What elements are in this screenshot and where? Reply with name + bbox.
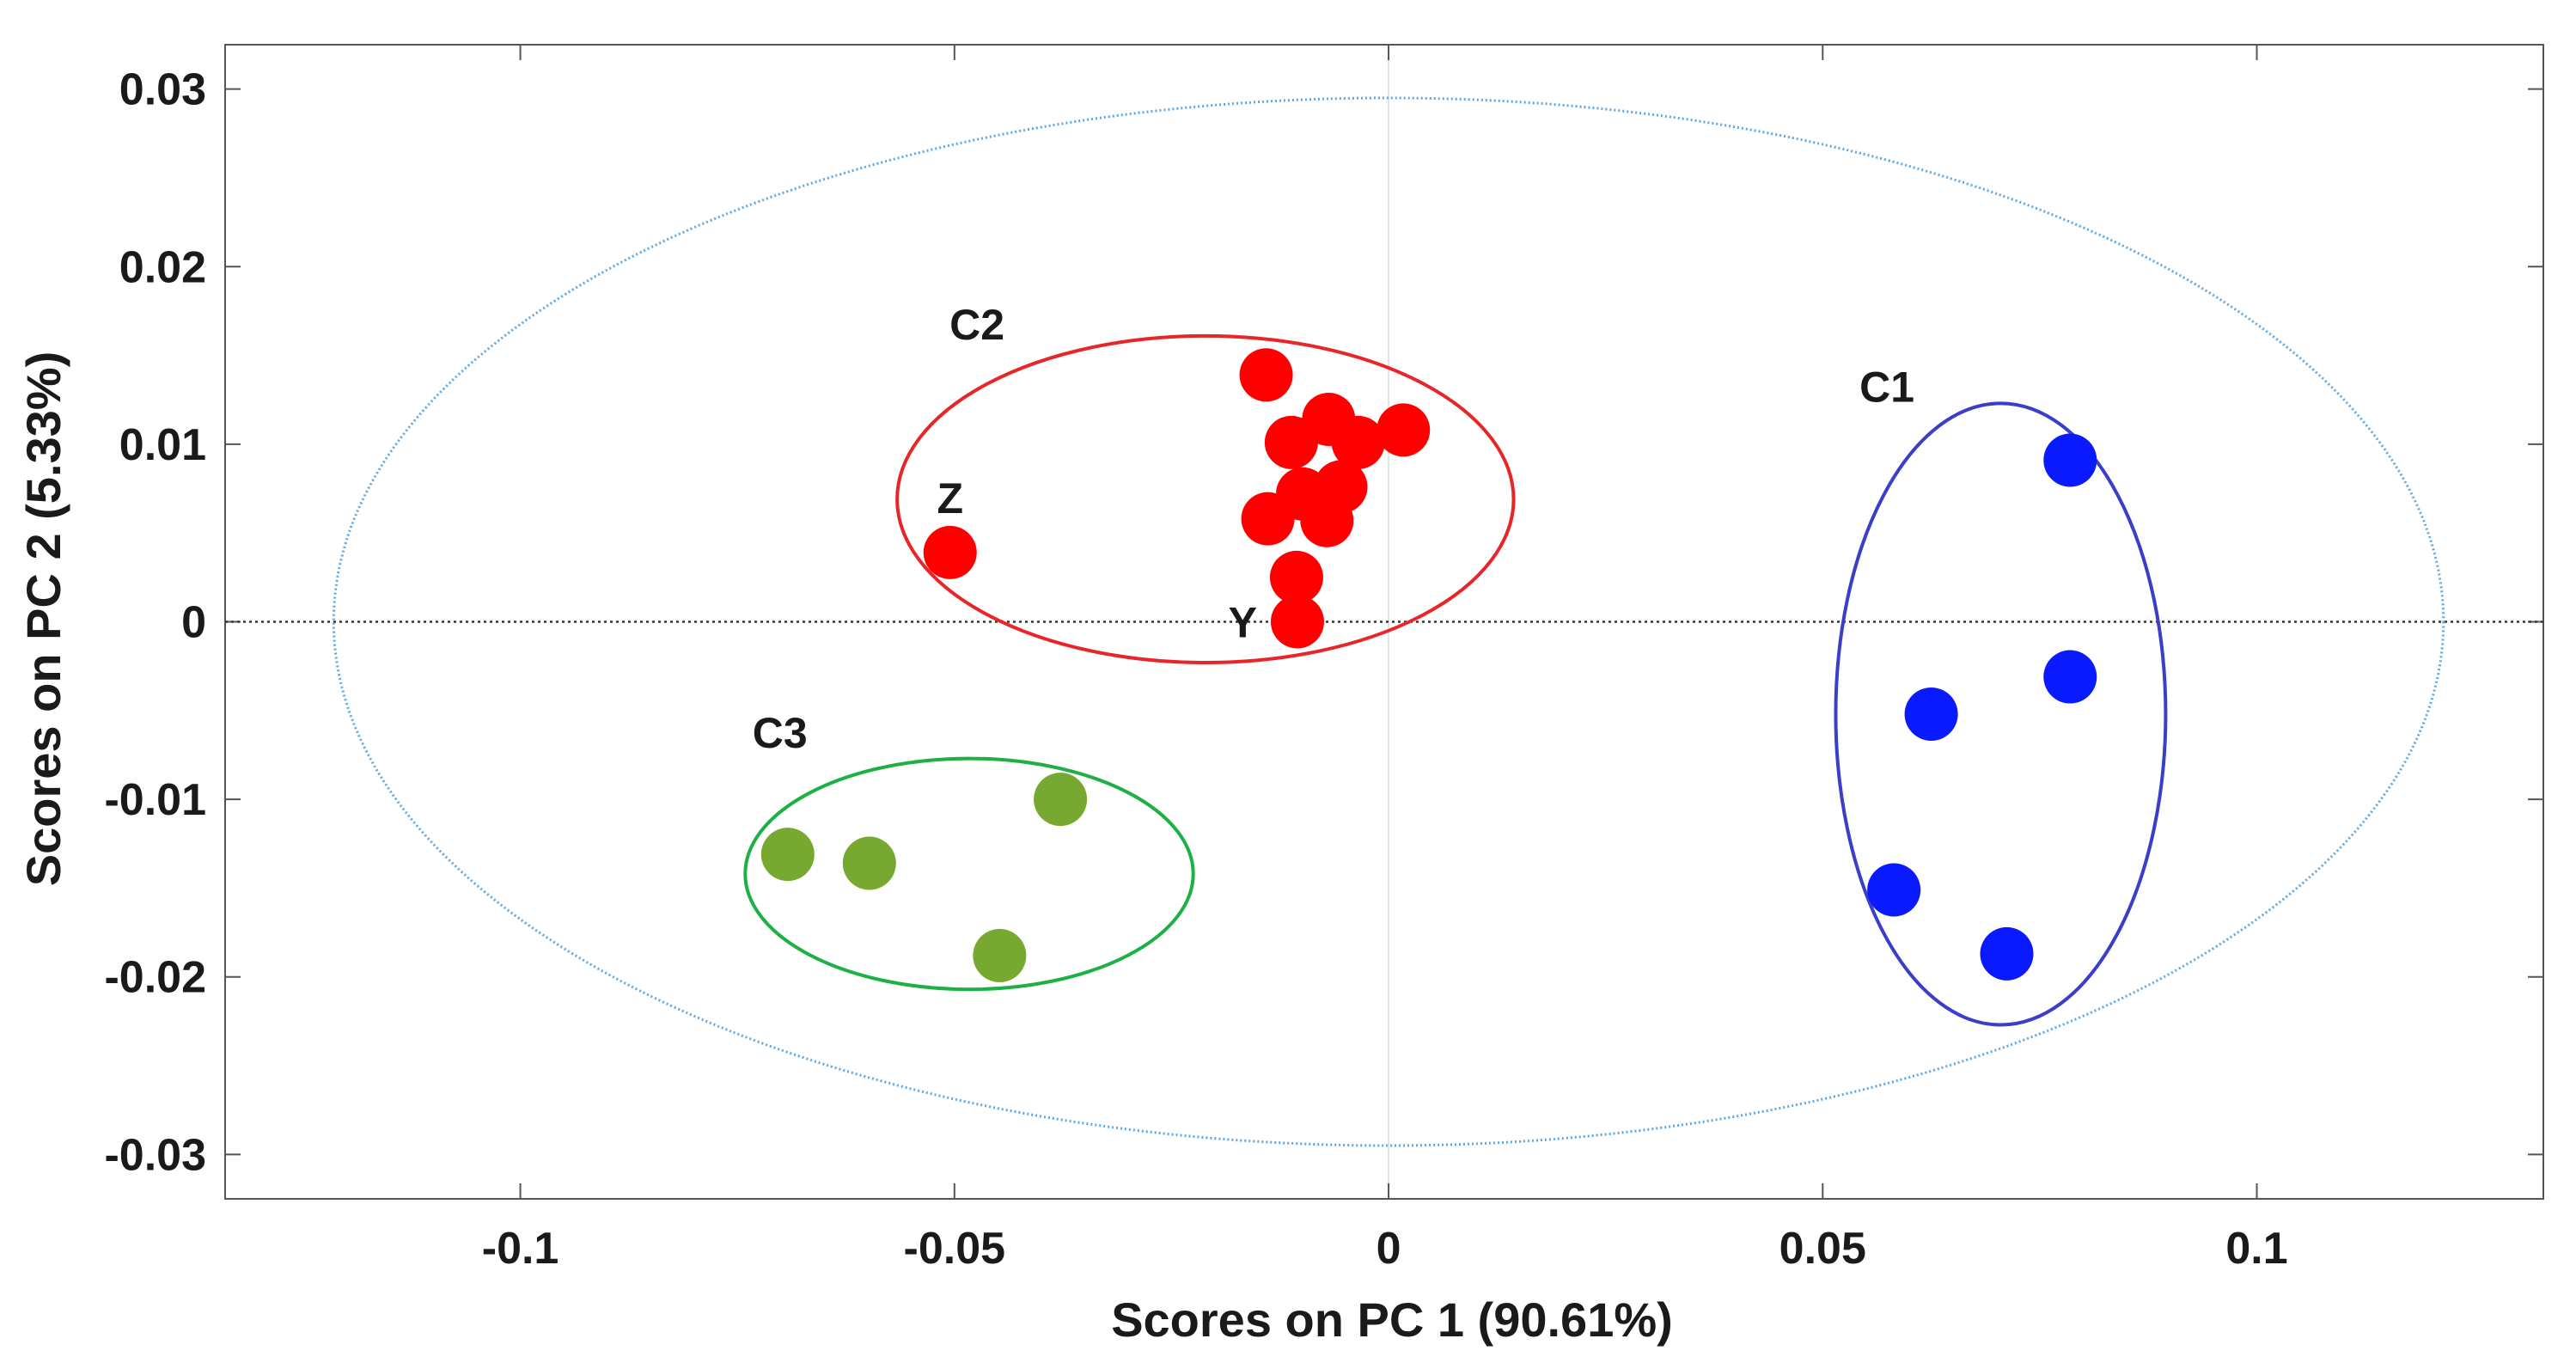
data-point-c1 bbox=[2043, 433, 2097, 487]
x-tick-label: 0.05 bbox=[1779, 1224, 1866, 1274]
cluster-ellipse-c2 bbox=[895, 333, 1516, 665]
data-point-c3 bbox=[842, 836, 896, 890]
data-point-c2 bbox=[1331, 415, 1385, 469]
y-tick-label: -0.03 bbox=[104, 1130, 206, 1180]
plot-area: -0.1 -0.05 0 0.05 0.1 0.03 0.02 0.01 0 -0.01 -0.02… bbox=[104, 44, 2544, 1274]
y-tick-label: -0.02 bbox=[104, 953, 206, 1003]
data-point-c2 bbox=[1264, 415, 1318, 469]
y-tick-label: 0 bbox=[181, 598, 206, 648]
data-point-c2 bbox=[1241, 492, 1295, 546]
x-tick-label: -0.05 bbox=[904, 1224, 1006, 1274]
data-point-c3 bbox=[973, 928, 1027, 982]
cluster-ellipse-c3 bbox=[743, 756, 1195, 992]
data-point-c2 bbox=[1239, 348, 1293, 402]
x-axis-label: Scores on PC 1 (90.61%) bbox=[1111, 1293, 1673, 1347]
data-point-c1 bbox=[1904, 687, 1958, 741]
x-tick-label: -0.1 bbox=[482, 1224, 559, 1274]
data-point-c2 bbox=[1377, 403, 1431, 457]
y-tick-label: 0.03 bbox=[119, 65, 206, 115]
x-tick-label: 0.1 bbox=[2225, 1224, 2287, 1274]
data-point-c3 bbox=[760, 828, 815, 882]
y-tick-label: 0.02 bbox=[119, 242, 206, 292]
confidence-ellipse bbox=[332, 96, 2445, 1147]
cluster-label-c1: C1 bbox=[1859, 363, 1914, 411]
plot-frame bbox=[224, 44, 2544, 1200]
data-point-c2 bbox=[1270, 595, 1324, 649]
y-tick-label: -0.01 bbox=[104, 775, 206, 825]
data-point-c1 bbox=[1867, 863, 1921, 917]
y-tick-label: 0.01 bbox=[119, 420, 206, 470]
y-axis-label: Scores on PC 2 (5.33%) bbox=[16, 351, 70, 886]
data-point-c3 bbox=[1034, 773, 1088, 827]
data-point-c1 bbox=[2043, 650, 2097, 704]
point-label-z: Z bbox=[937, 474, 963, 523]
data-point-c1 bbox=[1980, 926, 2034, 981]
data-point-c2 bbox=[1300, 493, 1354, 547]
x-tick-label: 0 bbox=[1377, 1224, 1401, 1274]
cluster-label-c2: C2 bbox=[949, 301, 1004, 349]
data-point-c2 bbox=[1269, 550, 1323, 604]
point-label-y: Y bbox=[1229, 599, 1257, 647]
cluster-label-c3: C3 bbox=[753, 709, 808, 757]
data-point-c2 bbox=[923, 525, 977, 579]
cluster-ellipse-c1 bbox=[1834, 401, 2168, 1027]
